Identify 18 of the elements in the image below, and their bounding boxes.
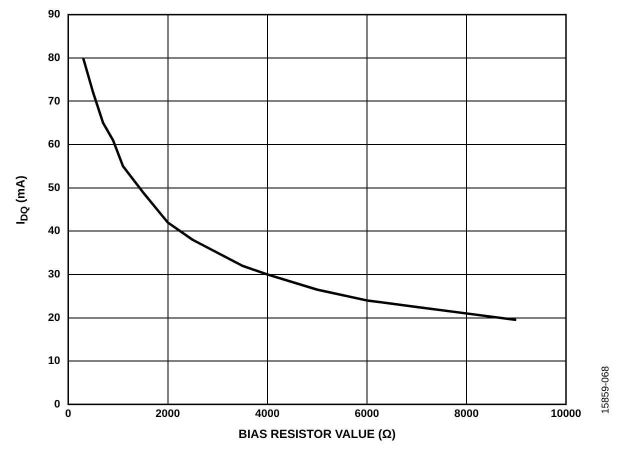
x-tick-label: 8000 <box>454 408 479 420</box>
y-tick-label: 40 <box>48 225 60 238</box>
y-tick-label: 50 <box>48 182 60 194</box>
y-tick-label: 20 <box>48 312 60 324</box>
y-tick-label: 30 <box>48 268 60 280</box>
y-tick-label: 90 <box>48 8 60 21</box>
x-tick-label: 10000 <box>550 408 582 420</box>
x-axis-title: BIAS RESISTOR VALUE (Ω) <box>238 427 396 442</box>
y-tick-label: 60 <box>48 138 60 151</box>
y-tick-label: 10 <box>48 355 60 368</box>
text: 15859-068 <box>600 366 612 414</box>
x-tick-label: 0 <box>65 408 72 420</box>
y-tick-label: 70 <box>48 95 60 108</box>
x-tick-label: 6000 <box>354 408 380 420</box>
y-tick-label: 0 <box>54 398 60 410</box>
x-tick-label: 2000 <box>156 408 180 420</box>
y-tick-label: 80 <box>48 52 60 64</box>
x-tick-label: 4000 <box>255 408 280 420</box>
